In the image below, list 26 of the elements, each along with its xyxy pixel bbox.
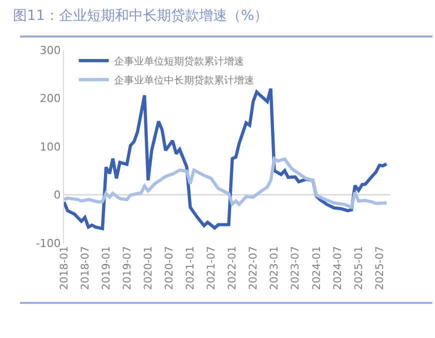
x-tick-label: 2024-01 — [310, 246, 323, 290]
chart-title: 图11：企业短期和中长期贷款增速（%） — [13, 8, 268, 24]
x-tick-label: 2022-07 — [248, 246, 260, 290]
x-tick-label: 2025-01 — [352, 246, 365, 290]
line-series — [64, 87, 388, 230]
x-tick-label: 2023-01 — [268, 246, 281, 290]
legend-label: 企事业单位中长期贷款累计增速 — [114, 74, 254, 87]
y-tick-label: -100 — [36, 236, 61, 250]
x-tick-label: 2021-07 — [206, 246, 218, 290]
x-tick-label: 2020-01 — [142, 246, 155, 290]
line-series — [64, 156, 388, 209]
x-tick-label: 2018-01 — [58, 246, 70, 290]
x-tick-label: 2023-07 — [290, 246, 302, 290]
y-tick-label: 200 — [40, 92, 61, 106]
x-tick-label: 2020-07 — [163, 246, 176, 290]
x-tick-label: 2019-07 — [121, 246, 134, 290]
x-tick-label: 2018-07 — [79, 246, 92, 290]
x-tick-label: 2025-07 — [374, 246, 386, 290]
y-tick-label: 300 — [40, 44, 61, 57]
y-tick-label: 100 — [40, 140, 61, 154]
y-tick-label: 0 — [54, 188, 61, 202]
x-tick-label: 2019-01 — [100, 246, 112, 290]
legend-label: 企事业单位短期贷款累计增速 — [114, 56, 244, 68]
x-tick-label: 2022-01 — [226, 246, 239, 290]
x-tick-label: 2024-07 — [332, 246, 344, 290]
x-tick-label: 2021-01 — [184, 246, 197, 290]
